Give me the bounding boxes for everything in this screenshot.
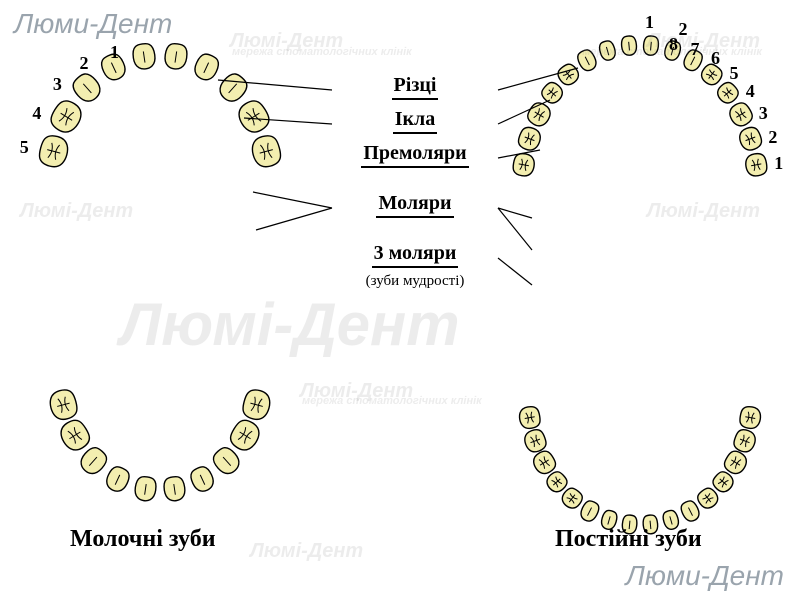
title-primary: Молочні зуби <box>70 526 216 553</box>
tooth-number: 1 <box>774 153 783 174</box>
tooth-number: 3 <box>53 74 62 95</box>
dental-diagram: { "colors":{ "tooth_fill":"#f3eeb0", "to… <box>0 0 800 600</box>
category-label: Моляри <box>330 192 500 218</box>
tooth-number: 8 <box>669 34 678 55</box>
title-permanent: Постійні зуби <box>555 526 702 553</box>
tooth-number: 5 <box>20 137 29 158</box>
category-label: Різці <box>330 74 500 100</box>
category-label: 3 моляри(зуби мудрості) <box>330 242 500 291</box>
tooth-number: 2 <box>679 19 688 40</box>
tooth-number: 5 <box>730 63 739 84</box>
tooth-number: 2 <box>768 127 777 148</box>
category-label: Премоляри <box>330 142 500 168</box>
tooth-number: 6 <box>711 48 720 69</box>
tooth-number: 4 <box>746 81 755 102</box>
tooth-number: 1 <box>110 42 119 63</box>
tooth-number: 2 <box>80 53 89 74</box>
category-label: Ікла <box>330 108 500 134</box>
tooth-number: 1 <box>645 12 654 33</box>
tooth-number: 3 <box>759 103 768 124</box>
tooth-number: 4 <box>32 103 41 124</box>
tooth-number: 7 <box>691 39 700 60</box>
brand-bottom-right: Люми-Дент <box>626 560 784 592</box>
brand-top-left: Люми-Дент <box>14 8 172 40</box>
